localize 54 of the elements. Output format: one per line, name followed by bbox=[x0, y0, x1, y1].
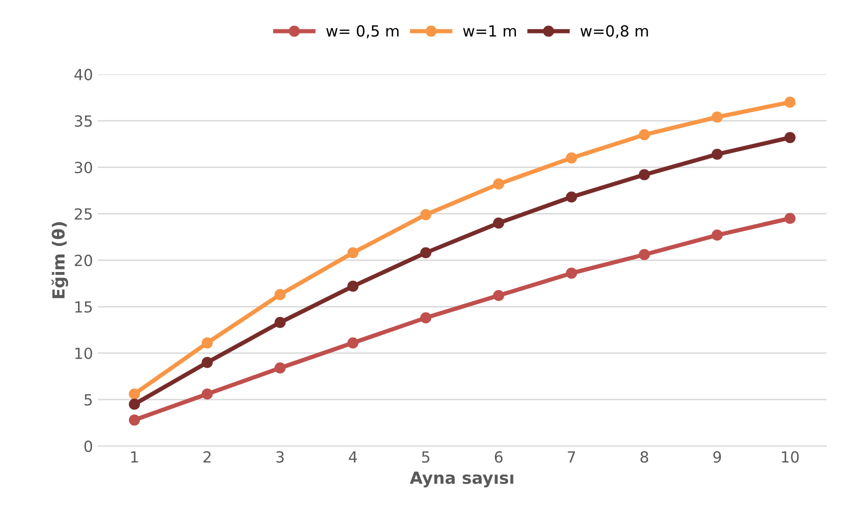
x-tick-label: 4 bbox=[348, 451, 357, 463]
y-tick-label: 40 bbox=[74, 68, 92, 80]
point bbox=[202, 356, 213, 368]
x-tick-label: 10 bbox=[782, 451, 799, 463]
point bbox=[274, 362, 286, 374]
y-tick-label: 0 bbox=[84, 440, 92, 452]
point bbox=[493, 217, 504, 229]
legend-label: w=0,8 m bbox=[580, 25, 648, 38]
y-tick-label: 10 bbox=[75, 348, 92, 360]
x-tick-label: 7 bbox=[568, 451, 576, 463]
x-tick-label: 1 bbox=[131, 451, 138, 463]
point bbox=[274, 316, 286, 328]
y-tick-label: 30 bbox=[74, 162, 92, 174]
point bbox=[202, 337, 213, 348]
point bbox=[712, 112, 723, 123]
x-tick-label: 9 bbox=[713, 451, 721, 463]
point bbox=[420, 247, 432, 258]
point bbox=[347, 247, 358, 258]
point bbox=[128, 414, 140, 426]
y-axis-title: Eğim (θ) bbox=[51, 222, 68, 298]
point bbox=[202, 388, 213, 400]
point bbox=[638, 249, 650, 260]
point bbox=[420, 209, 432, 220]
x-tick-label: 3 bbox=[276, 451, 284, 463]
x-tick-label: 2 bbox=[204, 451, 211, 463]
y-tick-label: 20 bbox=[74, 254, 92, 266]
legend-label: w= 0,5 m bbox=[326, 25, 399, 38]
point bbox=[128, 388, 140, 400]
y-tick-label: 5 bbox=[84, 394, 92, 406]
point bbox=[784, 212, 796, 224]
point bbox=[420, 312, 432, 324]
point bbox=[638, 129, 650, 140]
point bbox=[274, 289, 286, 300]
x-tick-label: 6 bbox=[494, 451, 503, 463]
x-tick-label: 5 bbox=[422, 451, 430, 463]
point bbox=[128, 398, 140, 410]
point bbox=[638, 169, 650, 180]
point bbox=[784, 132, 796, 144]
x-tick-label: 8 bbox=[640, 451, 648, 463]
point bbox=[712, 230, 723, 241]
point bbox=[712, 148, 723, 160]
point bbox=[347, 280, 358, 292]
point bbox=[784, 96, 796, 108]
point bbox=[493, 178, 504, 190]
y-tick-label: 35 bbox=[74, 115, 92, 127]
point bbox=[566, 191, 578, 203]
y-tick-label: 15 bbox=[75, 301, 92, 313]
y-tick-label: 25 bbox=[74, 208, 92, 220]
point bbox=[347, 337, 358, 348]
point bbox=[493, 290, 504, 302]
x-axis-title: Ayna sayısı bbox=[410, 472, 514, 488]
point bbox=[566, 268, 578, 279]
point bbox=[566, 152, 578, 164]
legend-label: w=1 m bbox=[463, 25, 516, 37]
